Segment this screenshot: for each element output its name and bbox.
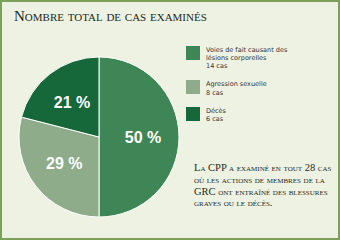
html-text:6 cas: 6 cas — [206, 114, 224, 123]
html-text:14 cas: 14 cas — [206, 62, 228, 71]
html-text:Voies de fait causant des lési: Voies de fait causant des lésions corpor… — [206, 46, 288, 63]
html-text:Décès: Décès — [206, 106, 226, 115]
svg-text:50 %: 50 % — [125, 129, 161, 146]
html-text:Agression sexuelle: Agression sexuelle — [206, 80, 267, 89]
svg-text:29 %: 29 % — [46, 155, 82, 172]
html-text:La CPP a examiné en tout 28 ca: La CPP a examiné en tout 28 cas où les a… — [194, 162, 332, 209]
html-text:8 cas: 8 cas — [206, 88, 224, 97]
svg-text:21 %: 21 % — [54, 94, 90, 111]
html-text:Nombre total de cas examinés: Nombre total de cas examinés — [14, 8, 207, 24]
